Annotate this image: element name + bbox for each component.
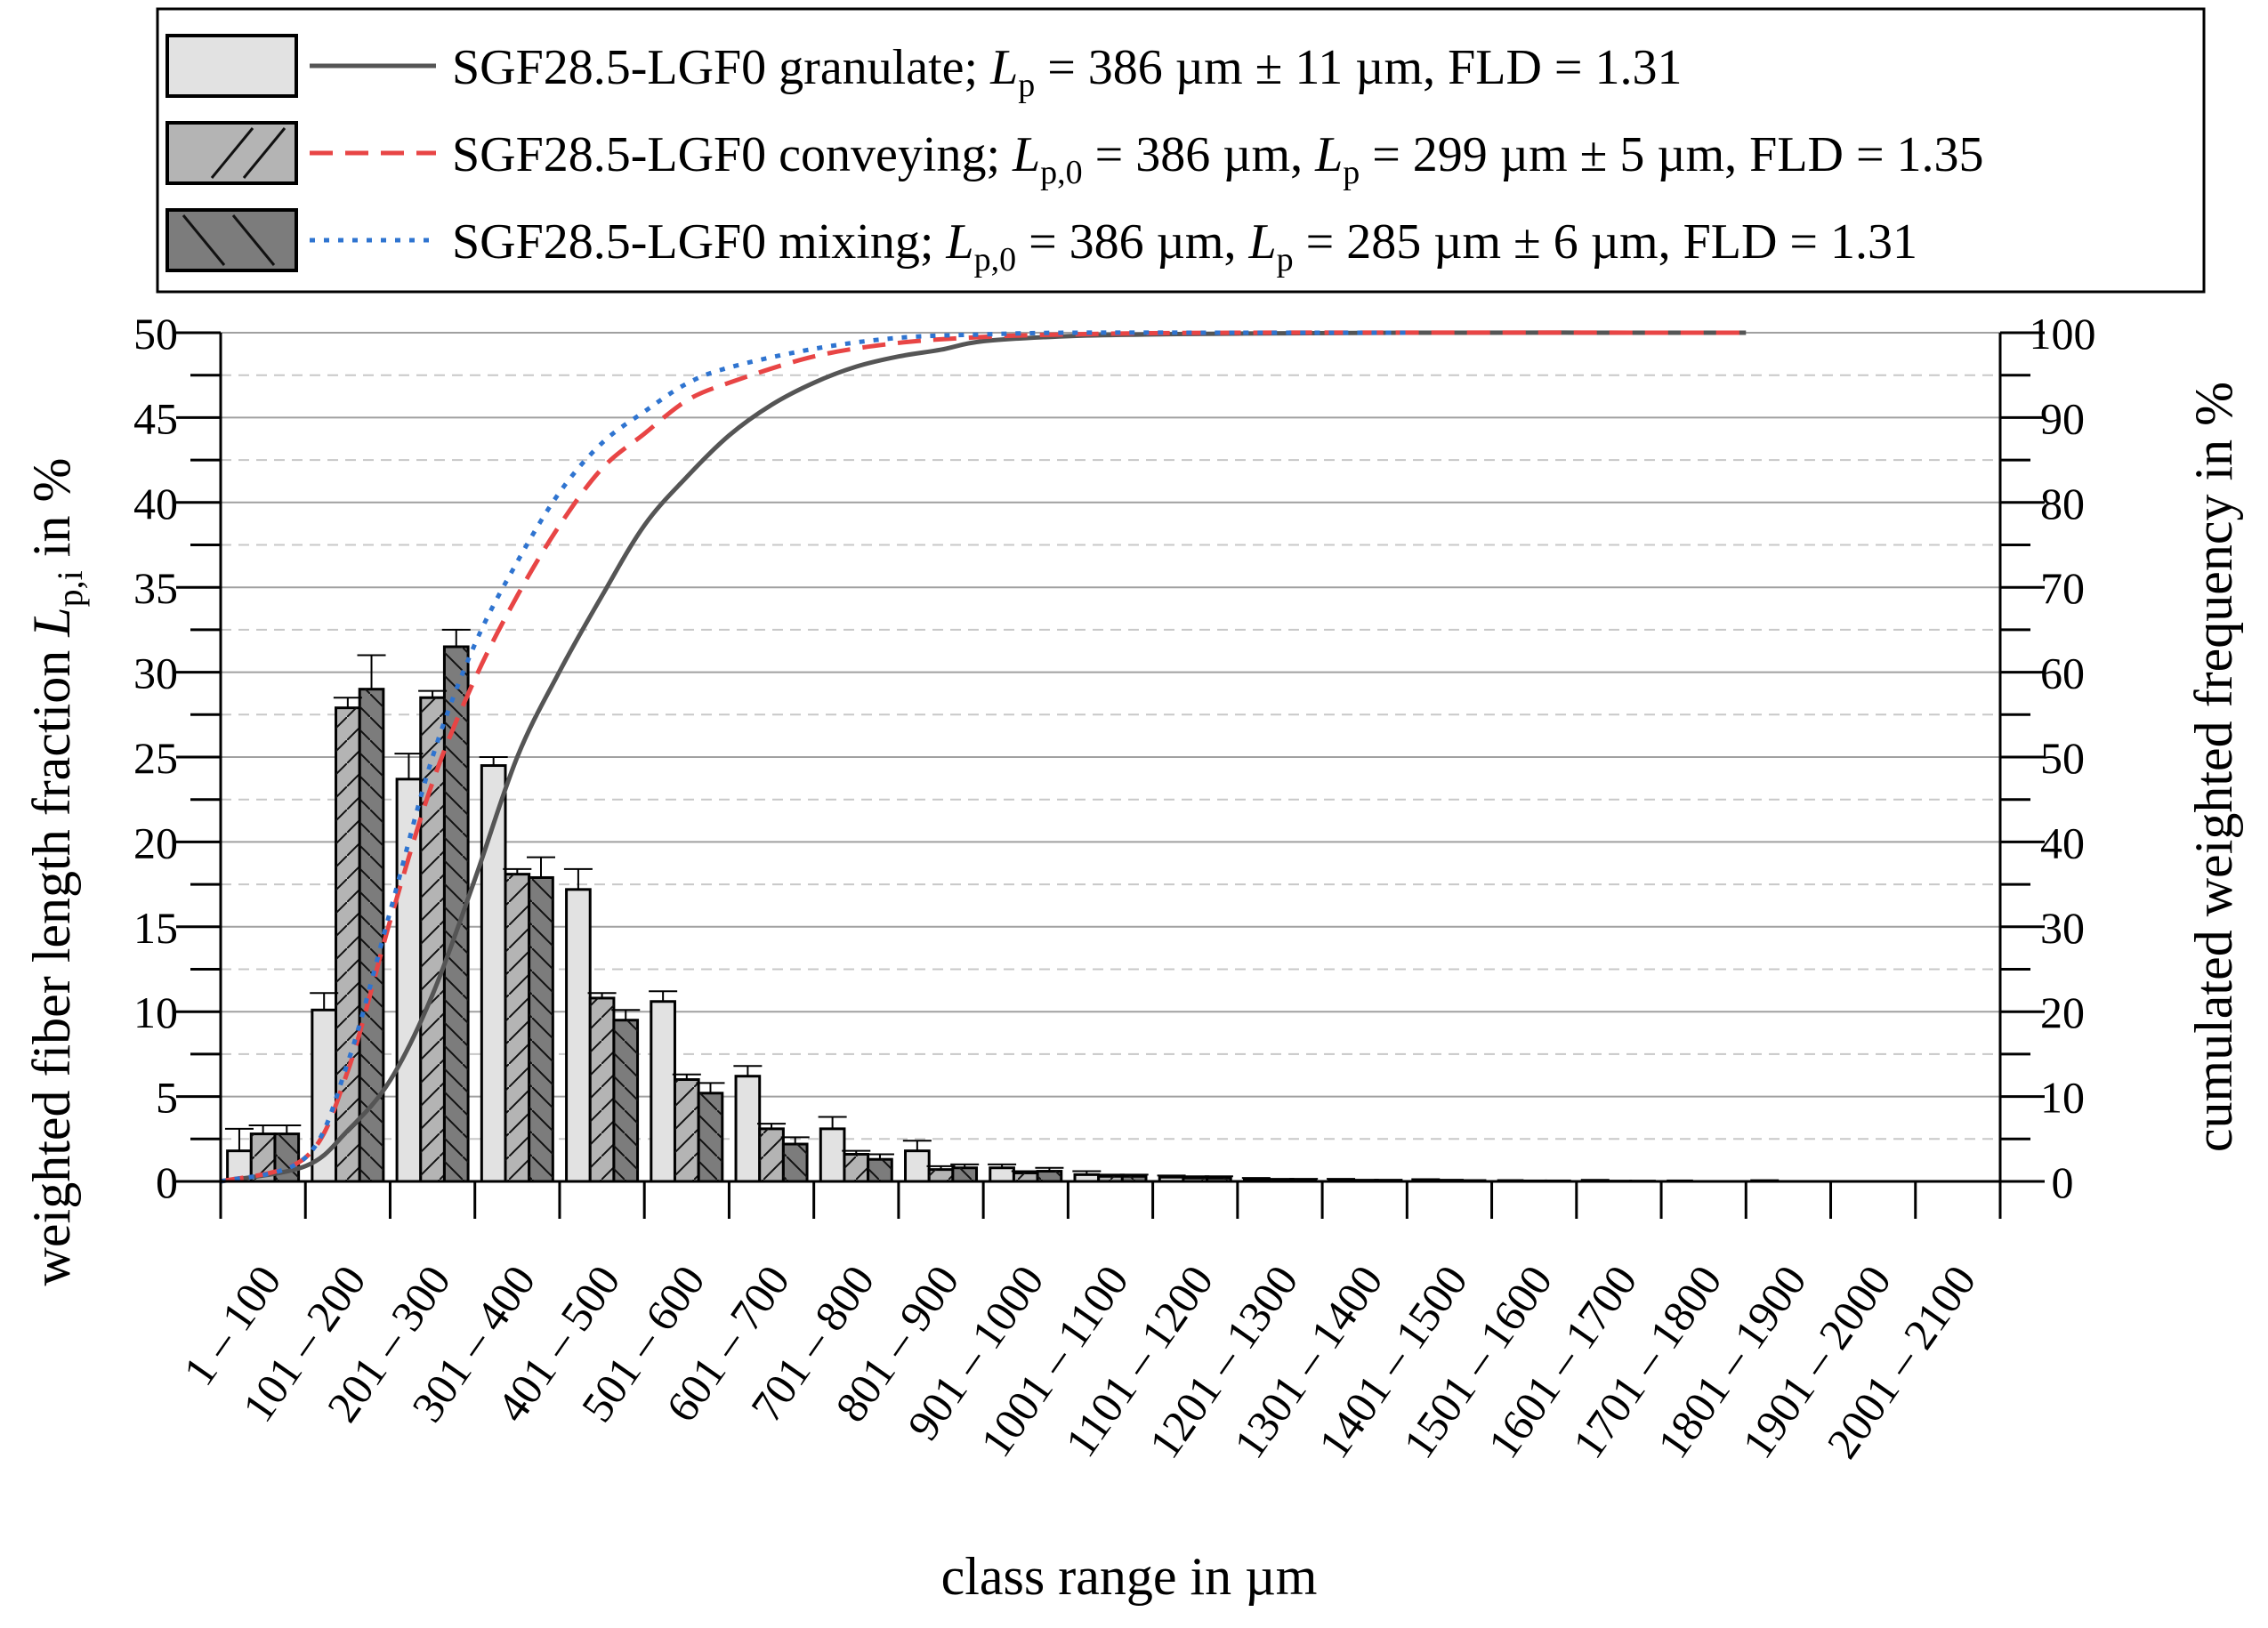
legend-text-part: p,0	[1040, 154, 1083, 191]
cumulative-curve-mixing	[220, 330, 1408, 1184]
legend-hatch	[182, 214, 226, 266]
bar-hatch	[335, 707, 360, 1181]
bar-hatch	[420, 697, 445, 1181]
y-tick-label: 40	[133, 479, 178, 528]
legend-text-part: p	[1018, 67, 1035, 104]
legend-text-part: L	[1314, 127, 1343, 182]
y-tick-label: 15	[133, 903, 178, 953]
legend-label-mixing: SGF28.5-LGF0 mixing; Lp,0 = 386 µm, Lp =…	[452, 214, 1917, 278]
legend-hatch	[210, 127, 254, 179]
y-tick-label: 30	[133, 649, 178, 698]
bar-hatch	[1207, 1178, 1231, 1181]
y2-axis-label: cumulated weighted frequency in %	[2184, 382, 2243, 1152]
bar-hatch	[783, 1144, 808, 1181]
bar-hatch	[505, 874, 529, 1181]
bar-granulate	[395, 778, 423, 1183]
legend-text-part: = 386 µm ± 11 µm, FLD = 1.31	[1035, 40, 1682, 95]
y-tick-label: 10	[133, 987, 178, 1037]
y2-tick-label: 10	[2040, 1073, 2085, 1123]
y2-tick-label: 20	[2040, 987, 2085, 1037]
bar-hatch	[698, 1092, 722, 1181]
bar-hatch	[1013, 1173, 1038, 1181]
legend-label-granulate: SGF28.5-LGF0 granulate; Lp = 386 µm ± 11…	[452, 40, 1682, 104]
bar-hatch	[1037, 1171, 1061, 1181]
y2-tick-label: 30	[2040, 903, 2085, 953]
bar-hatch	[1182, 1178, 1207, 1181]
y-tick-label: 0	[156, 1157, 178, 1207]
legend-items: SGF28.5-LGF0 granulate; Lp = 386 µm ± 11…	[165, 34, 1984, 278]
bar-hatch	[1098, 1176, 1123, 1181]
y2-tick-label: 60	[2040, 649, 2085, 698]
y2-tick-label: 80	[2040, 479, 2085, 528]
y-tick-label: 35	[133, 563, 178, 613]
cumulative-curves	[220, 330, 1747, 1184]
legend-text-part: p	[1343, 154, 1360, 191]
bar-hatch	[674, 1079, 699, 1181]
legend-text-part: = 386 µm,	[1083, 127, 1315, 182]
legend-text-part: L	[989, 40, 1018, 95]
legend-hatch	[231, 214, 276, 266]
legend-text-part: = 285 µm ± 6 µm, FLD = 1.31	[1294, 214, 1917, 270]
y2-tick-label: 90	[2040, 393, 2085, 443]
cumulative-curve-conveying	[220, 330, 1747, 1184]
y-tick-label: 20	[133, 818, 178, 867]
legend-text-part: SGF28.5-LGF0 granulate;	[452, 40, 990, 95]
legend-text-part: p,0	[974, 241, 1017, 278]
bar-hatch	[952, 1167, 977, 1181]
bar-granulate	[989, 1166, 1015, 1183]
legend-text-part: SGF28.5-LGF0 mixing;	[452, 214, 946, 270]
legend-text-part: L	[1247, 214, 1276, 270]
x-axis-label: class range in µm	[941, 1547, 1318, 1606]
bar-hatch	[1122, 1176, 1146, 1181]
error-bars	[224, 628, 1780, 1181]
legend-hatch	[242, 127, 287, 179]
bar-hatch	[843, 1154, 868, 1181]
y-tick-label: 25	[133, 733, 178, 783]
axes	[176, 331, 2045, 1219]
legend-text-part: = 386 µm,	[1016, 214, 1248, 270]
legend-text-part: = 299 µm ± 5 µm, FLD = 1.35	[1360, 127, 1983, 182]
y2-tick-label: 40	[2040, 818, 2085, 867]
bar-granulate	[819, 1127, 846, 1183]
bar-hatch	[613, 1020, 638, 1181]
bar-hatch	[868, 1159, 892, 1181]
bar-hatch	[929, 1169, 953, 1181]
legend-box: SGF28.5-LGF0 granulate; Lp = 386 µm ± 11…	[156, 7, 2206, 294]
y2-tick-label: 70	[2040, 563, 2085, 613]
bar-hatch	[759, 1128, 784, 1181]
bar-granulate	[734, 1075, 762, 1183]
y2-tick-label: 50	[2040, 733, 2085, 783]
legend-frame	[156, 7, 2206, 294]
bar-hatch	[529, 877, 553, 1181]
y-tick-label: 50	[133, 309, 178, 359]
y-tick-label: 45	[133, 393, 178, 443]
legend-text-part: L	[945, 214, 973, 270]
bar-hatch	[590, 997, 614, 1181]
legend-text-part: SGF28.5-LGF0 conveying;	[452, 127, 1013, 182]
y2-tick-label: 100	[2030, 309, 2096, 359]
y2-tick-label: 0	[2052, 1157, 2074, 1207]
y-tick-label: 5	[156, 1073, 178, 1123]
legend-label-conveying: SGF28.5-LGF0 conveying; Lp,0 = 386 µm, L…	[452, 127, 1984, 191]
bar-granulate	[565, 888, 592, 1183]
y-axis-label: weighted fiber length fraction Lp,i in %	[22, 458, 90, 1286]
bars	[226, 645, 1779, 1183]
legend-swatch-granulate	[165, 34, 298, 98]
legend-text-part: L	[1012, 127, 1040, 182]
legend-text-part: p	[1277, 241, 1294, 278]
bar-granulate	[650, 1000, 676, 1183]
bar-granulate	[904, 1149, 931, 1183]
